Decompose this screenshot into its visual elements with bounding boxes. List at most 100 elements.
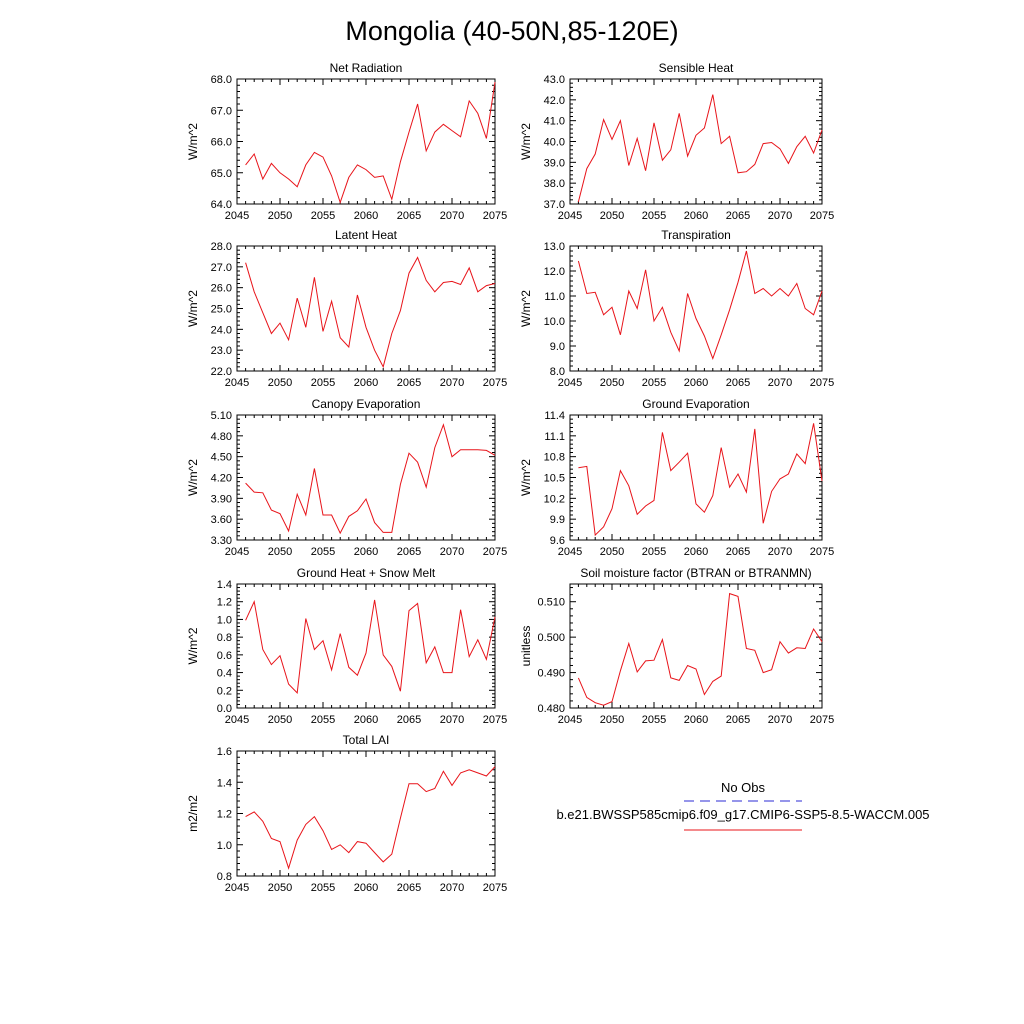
x-tick-label: 2070 xyxy=(768,714,792,726)
x-tick-label: 2060 xyxy=(354,546,378,558)
panel-title: Canopy Evaporation xyxy=(312,397,421,411)
y-axis-label: W/m^2 xyxy=(186,627,200,664)
x-tick-label: 2075 xyxy=(483,882,507,894)
series-line xyxy=(245,766,496,870)
y-axis-label: unitless xyxy=(519,626,533,667)
y-tick-label: 11.4 xyxy=(544,410,565,422)
y-tick-label: 1.6 xyxy=(217,746,232,758)
panel-net-radiation: Net Radiation W/m^2 2045 2050 2055 2060 2065 20… xyxy=(186,61,507,222)
y-axis-label: W/m^2 xyxy=(519,123,533,160)
series-line xyxy=(245,256,496,369)
x-tick-label: 2060 xyxy=(684,377,708,389)
y-tick-label: 10.2 xyxy=(544,493,565,505)
y-tick-label: 3.90 xyxy=(211,493,232,505)
series-line xyxy=(577,592,823,706)
y-tick-label: 66.0 xyxy=(211,137,232,149)
panel-title: Ground Heat + Snow Melt xyxy=(297,566,436,580)
x-tick-label: 2055 xyxy=(642,210,666,222)
x-tick-label: 2055 xyxy=(311,377,335,389)
x-tick-label: 2050 xyxy=(600,714,624,726)
y-tick-label: 9.6 xyxy=(550,535,565,547)
y-tick-label: 11.0 xyxy=(544,291,565,303)
x-tick-label: 2050 xyxy=(600,210,624,222)
legend-model-label: b.e21.BWSSP585cmip6.f09_g17.CMIP6-SSP5-8… xyxy=(556,807,929,822)
y-axis-label: m2/m2 xyxy=(186,795,200,832)
x-tick-label: 2075 xyxy=(810,546,834,558)
x-tick-label: 2050 xyxy=(268,882,292,894)
x-tick-label: 2055 xyxy=(311,714,335,726)
y-axis-label: W/m^2 xyxy=(186,123,200,160)
y-tick-label: 22.0 xyxy=(211,366,232,378)
y-tick-label: 24.0 xyxy=(211,324,232,336)
panel-canopy-evaporation: Canopy Evaporation W/m^2 2045 2050 2055 2060 2… xyxy=(186,397,507,558)
panel-grid: Net Radiation W/m^2 2045 2050 2055 2060 2065 20… xyxy=(186,61,834,894)
y-tick-label: 13.0 xyxy=(544,241,565,253)
x-tick-label: 2045 xyxy=(225,882,249,894)
x-tick-label: 2055 xyxy=(642,546,666,558)
panel-title: Sensible Heat xyxy=(659,61,734,75)
x-tick-label: 2070 xyxy=(440,377,464,389)
y-axis-label: W/m^2 xyxy=(186,290,200,327)
panel-sensible-heat: Sensible Heat W/m^2 2045 2050 2055 2060 2065 20… xyxy=(519,61,834,222)
x-tick-label: 2045 xyxy=(225,210,249,222)
x-tick-label: 2045 xyxy=(225,714,249,726)
panel-title: Latent Heat xyxy=(335,228,398,242)
y-tick-label: 37.0 xyxy=(544,199,565,211)
x-tick-label: 2070 xyxy=(440,714,464,726)
y-tick-label: 38.0 xyxy=(544,178,565,190)
y-tick-label: 41.0 xyxy=(544,116,565,128)
x-tick-label: 2070 xyxy=(440,546,464,558)
x-tick-label: 2055 xyxy=(311,546,335,558)
panel-title: Total LAI xyxy=(343,733,390,747)
x-tick-label: 2060 xyxy=(354,210,378,222)
panel-latent-heat: Latent Heat W/m^2 2045 2050 2055 2060 2065 2070… xyxy=(186,228,507,389)
series-line xyxy=(245,82,496,204)
y-tick-label: 0.2 xyxy=(217,685,232,697)
y-tick-label: 0.4 xyxy=(217,668,232,680)
y-axis-label: W/m^2 xyxy=(519,459,533,496)
y-tick-label: 25.0 xyxy=(211,304,232,316)
x-tick-label: 2055 xyxy=(311,882,335,894)
x-tick-label: 2075 xyxy=(483,546,507,558)
x-tick-label: 2055 xyxy=(311,210,335,222)
x-tick-label: 2060 xyxy=(684,546,708,558)
y-tick-label: 64.0 xyxy=(211,199,232,211)
x-tick-label: 2075 xyxy=(483,210,507,222)
x-tick-label: 2045 xyxy=(558,546,582,558)
y-tick-label: 4.20 xyxy=(211,473,232,485)
y-tick-label: 1.0 xyxy=(217,614,232,626)
panel-soil-moisture-factor: Soil moisture factor (BTRAN or BTRANMN) u… xyxy=(519,566,834,726)
panel-title: Transpiration xyxy=(661,228,731,242)
y-tick-label: 67.0 xyxy=(211,105,232,117)
x-tick-label: 2070 xyxy=(768,210,792,222)
x-tick-label: 2050 xyxy=(268,714,292,726)
legend: No Obs b.e21.BWSSP585cmip6.f09_g17.CMIP6… xyxy=(556,780,930,831)
x-tick-label: 2070 xyxy=(768,546,792,558)
y-tick-label: 10.0 xyxy=(544,316,565,328)
x-tick-label: 2060 xyxy=(354,377,378,389)
x-tick-label: 2050 xyxy=(268,546,292,558)
x-tick-label: 2045 xyxy=(558,714,582,726)
x-tick-label: 2050 xyxy=(600,377,624,389)
y-tick-label: 68.0 xyxy=(211,74,232,86)
y-tick-label: 0.8 xyxy=(217,871,232,883)
x-tick-label: 2075 xyxy=(810,210,834,222)
y-tick-label: 0.8 xyxy=(217,632,232,644)
y-tick-label: 42.0 xyxy=(544,95,565,107)
y-tick-label: 10.8 xyxy=(544,452,565,464)
y-axis-label: W/m^2 xyxy=(186,459,200,496)
x-tick-label: 2050 xyxy=(268,377,292,389)
series-line xyxy=(578,423,823,537)
y-tick-label: 3.60 xyxy=(211,514,232,526)
y-tick-label: 65.0 xyxy=(211,168,232,180)
panel-title: Soil moisture factor (BTRAN or BTRANMN) xyxy=(580,566,811,580)
y-tick-label: 9.0 xyxy=(550,341,565,353)
x-tick-label: 2055 xyxy=(642,714,666,726)
panel-title: Net Radiation xyxy=(330,61,403,75)
y-tick-label: 43.0 xyxy=(544,74,565,86)
y-tick-label: 1.0 xyxy=(217,840,232,852)
x-tick-label: 2060 xyxy=(684,210,708,222)
x-tick-label: 2065 xyxy=(726,546,750,558)
x-tick-label: 2065 xyxy=(397,882,421,894)
